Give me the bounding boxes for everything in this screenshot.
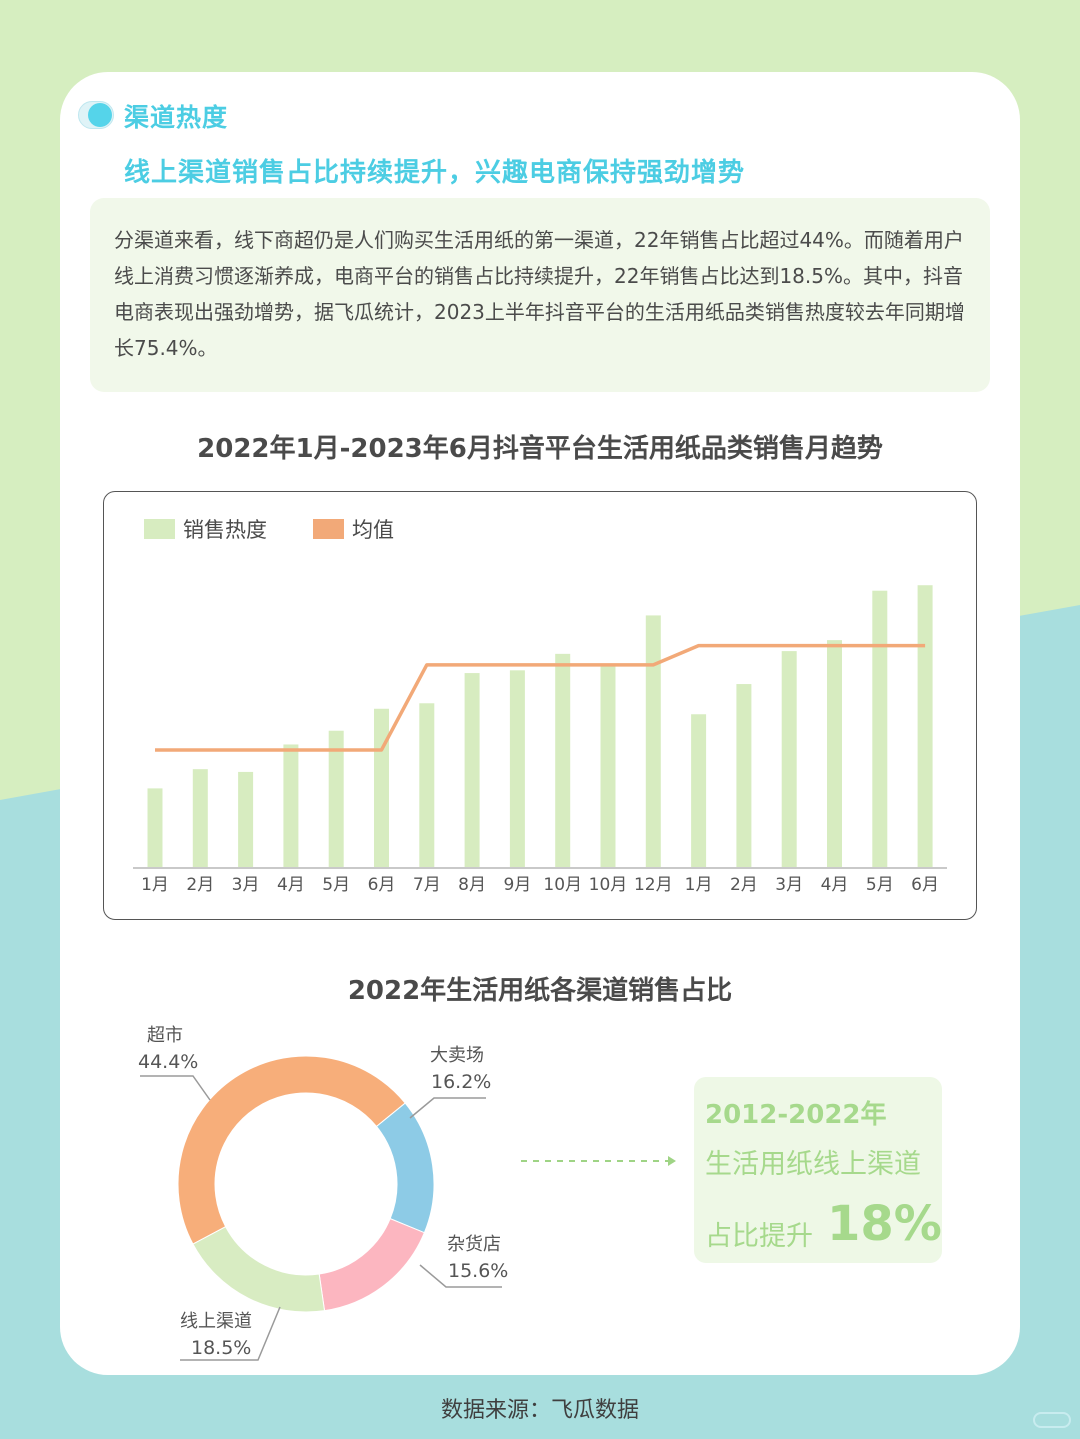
bar-3	[238, 771, 254, 868]
bar-14	[736, 684, 752, 868]
legend-sales: 销售热度	[144, 514, 267, 544]
info-big-number: 18%	[827, 1196, 942, 1252]
x-tick-label: 4月	[277, 875, 305, 895]
average-line	[155, 643, 926, 752]
donut-slice-4	[192, 1226, 326, 1313]
donut-slice-2	[375, 1102, 435, 1234]
donut-slice-3	[318, 1217, 426, 1312]
bar-15	[781, 651, 797, 868]
info-subject: 生活用纸线上渠道	[705, 1149, 921, 1180]
leader-line-1	[140, 1075, 211, 1101]
x-tick-label: 9月	[503, 875, 531, 895]
x-tick-label: 1月	[141, 875, 169, 895]
bar-12	[645, 615, 661, 868]
bar-17	[872, 590, 888, 868]
pie-pct-online: 18.5%	[191, 1337, 252, 1359]
watermark-pill-icon	[1033, 1412, 1071, 1428]
arrow-head-icon	[668, 1156, 676, 1166]
bar-chart-title: 2022年1月-2023年6月抖音平台生活用纸品类销售月趋势	[197, 434, 883, 464]
x-tick-label: 1月	[685, 875, 713, 895]
x-tick-label: 3月	[232, 875, 260, 895]
pie-label-grocery: 杂货店	[447, 1234, 501, 1255]
bar-9	[509, 670, 525, 868]
pie-label-hypermarket: 大卖场	[430, 1045, 484, 1066]
bar-11	[600, 664, 616, 868]
x-tick-label: 7月	[413, 875, 441, 895]
legend-average: 均值	[313, 514, 394, 544]
x-tick-label: 10月	[589, 875, 628, 895]
pie-pct-grocery: 15.6%	[448, 1260, 509, 1282]
section-title: 渠道热度	[124, 103, 229, 132]
intro-box	[90, 198, 990, 392]
x-tick-label: 2月	[186, 875, 214, 895]
bar-chart-frame	[103, 491, 977, 920]
x-tick-label: 2月	[730, 875, 758, 895]
x-tick-label: 12月	[634, 875, 673, 895]
bar-1	[147, 788, 163, 868]
info-box	[694, 1077, 942, 1263]
bar-7	[419, 703, 435, 868]
x-tick-label: 5月	[322, 875, 350, 895]
headline: 线上渠道销售占比持续提升，兴趣电商保持强劲增势	[124, 158, 746, 188]
x-tick-label: 6月	[368, 875, 396, 895]
pie-pct-hypermarket: 16.2%	[431, 1071, 492, 1093]
pie-pct-supermarket: 44.4%	[138, 1051, 199, 1073]
bar-4	[283, 744, 299, 868]
bar-5	[328, 730, 344, 868]
intro-text: 分渠道来看，线下商超仍是人们购买生活用纸的第一渠道，22年销售占比超过44%。而…	[114, 228, 965, 360]
leader-line-4	[180, 1306, 281, 1361]
data-source: 数据来源：飞瓜数据	[440, 1398, 639, 1423]
x-tick-label: 5月	[866, 875, 894, 895]
legend-sales-swatch	[144, 519, 175, 539]
bar-16	[827, 640, 842, 868]
bar-2	[192, 769, 208, 868]
section-toggle-icon	[78, 101, 114, 129]
x-tick-label: 10月	[543, 875, 582, 895]
bar-8	[464, 673, 480, 868]
pie-label-supermarket: 超市	[147, 1025, 183, 1046]
info-label: 占比提升	[705, 1221, 813, 1252]
legend-average-label: 均值	[352, 518, 394, 542]
info-years: 2012-2022年	[705, 1100, 887, 1130]
bar-18	[917, 585, 933, 868]
x-tick-label: 3月	[775, 875, 803, 895]
legend-average-swatch	[313, 519, 344, 539]
leader-line-2	[409, 1097, 486, 1119]
bar-10	[555, 653, 571, 868]
pie-label-online: 线上渠道	[180, 1311, 252, 1332]
bar-13	[691, 714, 707, 868]
x-tick-label: 8月	[458, 875, 486, 895]
pie-chart-title: 2022年生活用纸各渠道销售占比	[347, 976, 733, 1006]
x-tick-label: 4月	[821, 875, 849, 895]
donut-slice-1	[177, 1055, 406, 1245]
leader-line-3	[419, 1264, 502, 1288]
x-tick-label: 6月	[911, 875, 939, 895]
legend-sales-label: 销售热度	[183, 518, 267, 542]
